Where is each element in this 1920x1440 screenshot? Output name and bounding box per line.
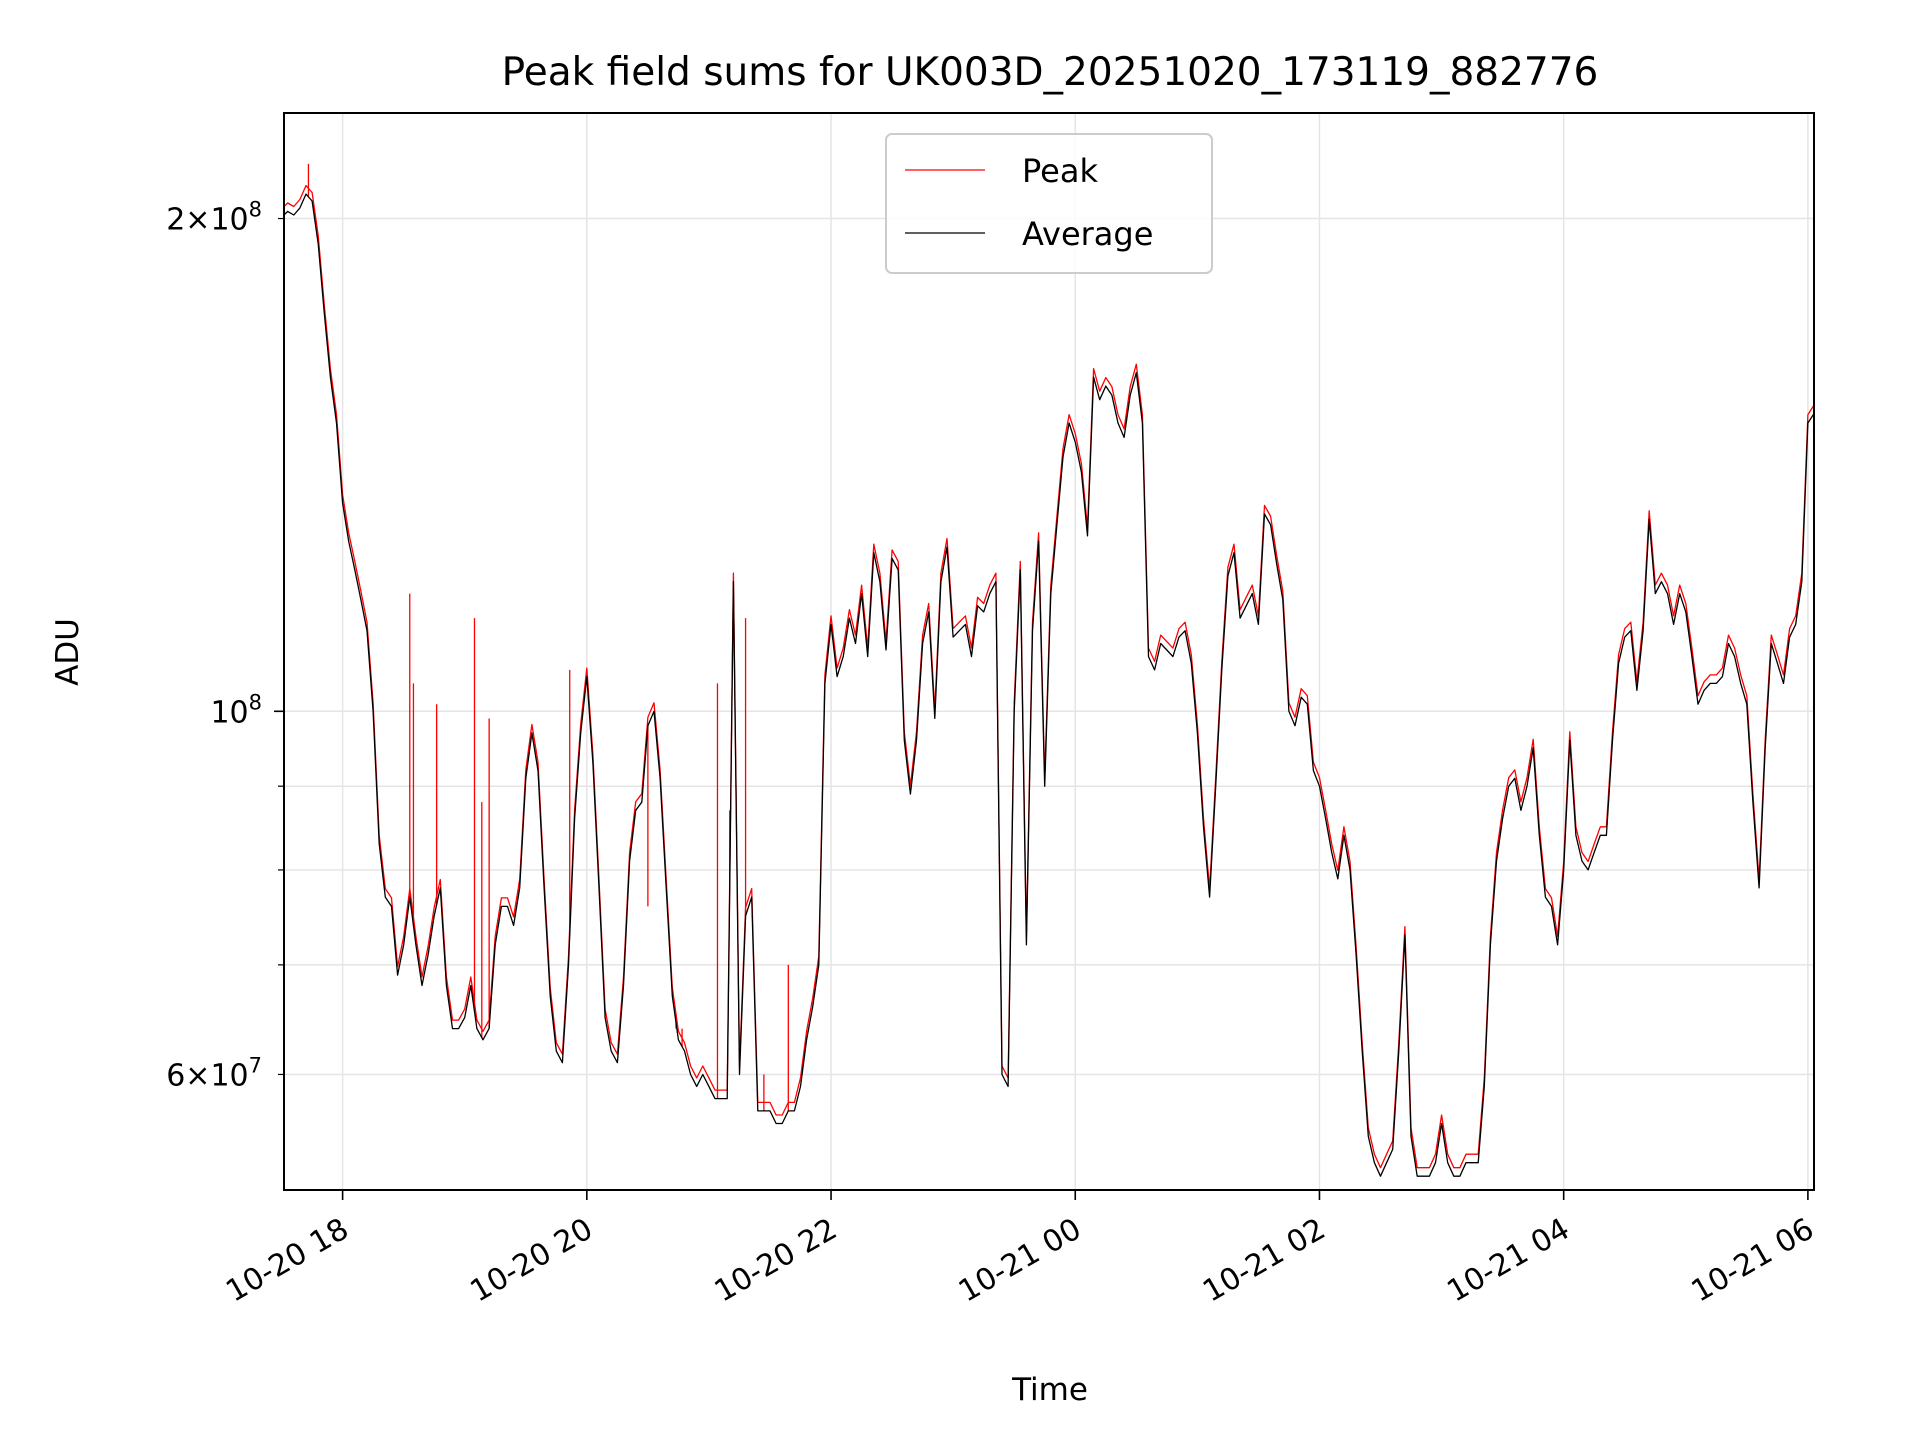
peak-series-spikes: [307, 163, 789, 1111]
y-tick-label: 2×108: [166, 198, 262, 238]
legend-peak-label: Peak: [1022, 152, 1098, 190]
y-tick-mantissa: 2: [166, 203, 185, 238]
grid-lines: [284, 113, 1814, 1190]
average-series-line: [283, 193, 1815, 1177]
y-axis-label: ADU: [50, 618, 86, 686]
x-axis-label: Time: [1011, 1372, 1088, 1408]
legend: Peak Average: [885, 133, 1213, 274]
y-axis-ticks: 108 6×107 2×108: [166, 198, 284, 1093]
legend-box: [885, 133, 1213, 274]
y-tick-exponent: 8: [249, 198, 262, 222]
chart-title: Peak field sums for UK003D_20251020_1731…: [502, 50, 1599, 95]
y-tick-exponent: 8: [249, 690, 262, 714]
y-tick-mantissa: 6: [166, 1058, 185, 1093]
y-tick-exponent: 7: [249, 1053, 262, 1077]
y-tick-label: 108: [210, 690, 262, 730]
y-tick-label: 6×107: [166, 1053, 262, 1093]
legend-average-label: Average: [1022, 215, 1153, 253]
plot-area: [283, 112, 1815, 1191]
plot-frame: [283, 112, 1815, 1191]
